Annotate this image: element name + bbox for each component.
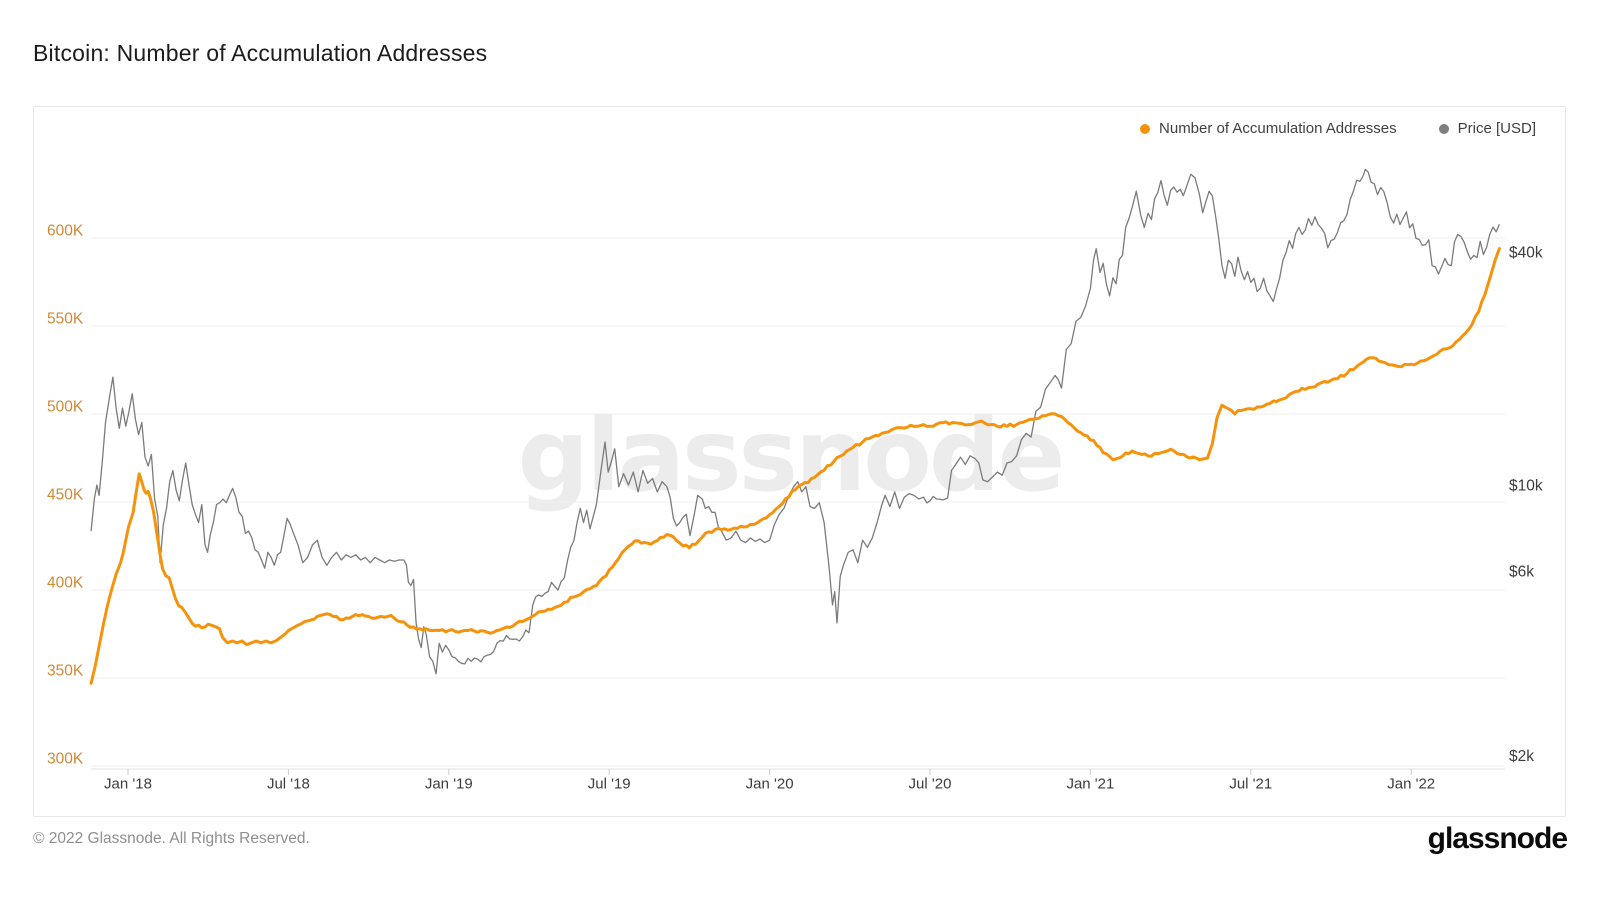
x-tick-label: Jan '19 — [425, 776, 473, 793]
left-axis-tick-label: 600K — [47, 223, 84, 240]
glassnode-logo: glassnode — [1427, 822, 1568, 855]
legend-label-accumulation-addresses: Number of Accumulation Addresses — [1159, 120, 1397, 137]
x-tick-label: Jan '21 — [1066, 776, 1114, 793]
copyright-text: © 2022 Glassnode. All Rights Reserved. — [33, 830, 310, 847]
x-tick-label: Jul '18 — [267, 776, 310, 793]
x-tick-label: Jan '18 — [104, 776, 152, 793]
legend-item-price[interactable]: Price [USD] — [1438, 120, 1536, 137]
right-axis-tick-label: $2k — [1509, 748, 1534, 765]
chart-legend: Number of Accumulation Addresses Price [… — [1140, 120, 1536, 137]
left-axis-tick-label: 500K — [47, 399, 84, 416]
accumulation-series-line — [89, 247, 1501, 685]
right-axis-tick-label: $40k — [1509, 245, 1543, 262]
left-axis-tick-label: 400K — [47, 575, 84, 592]
legend-item-accumulation-addresses[interactable]: Number of Accumulation Addresses — [1140, 120, 1397, 137]
left-axis-tick-label: 550K — [47, 311, 84, 328]
left-axis-tick-label: 300K — [47, 751, 84, 768]
left-axis-tick-label: 350K — [47, 663, 84, 680]
x-tick-label: Jan '20 — [746, 776, 794, 793]
footer: © 2022 Glassnode. All Rights Reserved. g… — [33, 822, 1568, 856]
right-axis-tick-label: $6k — [1509, 563, 1534, 580]
legend-dot-orange-icon — [1140, 123, 1151, 134]
x-axis — [91, 768, 1505, 775]
x-tick-label: Jul '19 — [588, 776, 631, 793]
x-tick-label: Jul '21 — [1229, 776, 1272, 793]
right-axis-tick-label: $10k — [1509, 477, 1543, 494]
left-axis-tick-label: 450K — [47, 487, 84, 504]
x-tick-label: Jul '20 — [909, 776, 952, 793]
x-tick-label: Jan '22 — [1387, 776, 1435, 793]
legend-dot-gray-icon — [1438, 123, 1449, 134]
chart-card — [33, 106, 1566, 817]
legend-label-price: Price [USD] — [1457, 120, 1536, 137]
gridlines — [91, 237, 1505, 767]
page-title: Bitcoin: Number of Accumulation Addresse… — [33, 40, 488, 66]
